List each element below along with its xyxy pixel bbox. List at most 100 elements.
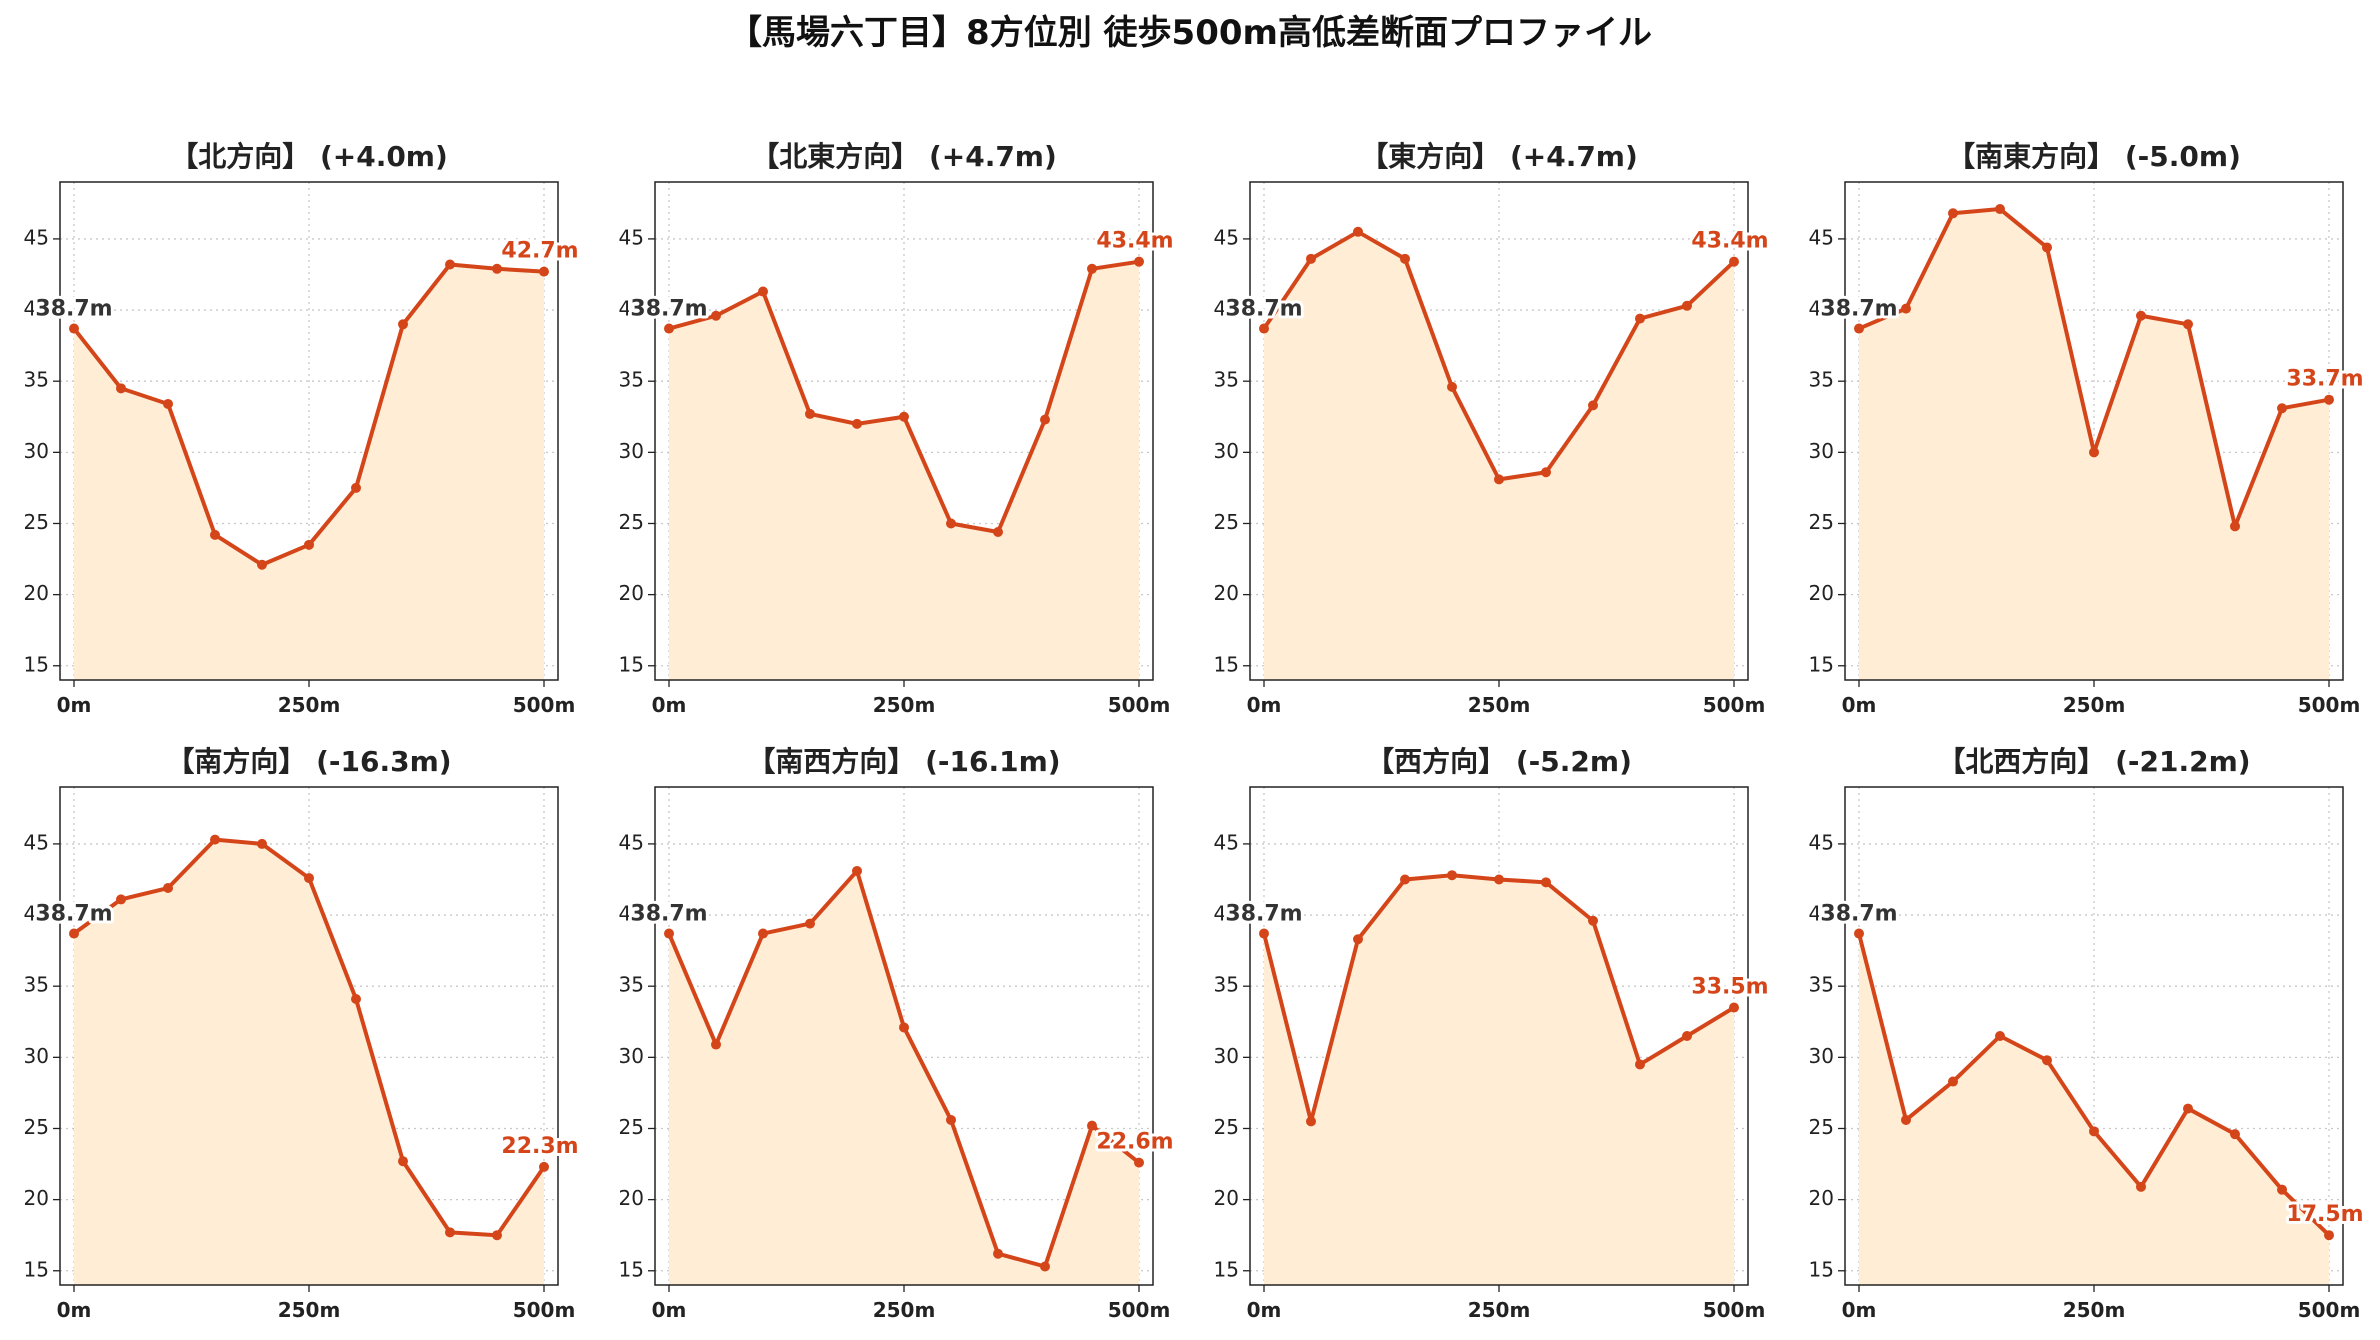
- data-point: [1948, 208, 1958, 219]
- data-point: [993, 527, 1003, 538]
- y-tick-label: 25: [619, 1115, 644, 1139]
- subplot-title: 【北東方向】 (+4.7m): [751, 140, 1057, 173]
- data-point: [852, 418, 862, 429]
- y-tick-label: 40: [619, 902, 644, 926]
- x-tick-label: 500m: [1108, 693, 1171, 717]
- data-point: [1729, 1002, 1739, 1013]
- data-point: [2230, 521, 2240, 532]
- start-value-label: 38.7m: [1820, 902, 1897, 927]
- data-point: [711, 1039, 721, 1050]
- data-point: [2089, 1126, 2099, 1137]
- data-point: [899, 1022, 909, 1033]
- elevation-area: [1264, 875, 1734, 1285]
- subplot-1: 【北方向】 (+4.0m) 15 20 25 30 35 40 45 0m 250m 500m 38.…: [24, 140, 582, 717]
- y-tick-label: 40: [619, 297, 644, 321]
- y-tick-label: 15: [24, 1257, 49, 1281]
- y-tick-label: 20: [1214, 581, 1239, 605]
- data-point: [1400, 253, 1410, 264]
- y-tick-label: 15: [619, 652, 644, 676]
- x-tick-label: 500m: [1108, 1298, 1171, 1322]
- data-point: [1400, 874, 1410, 885]
- y-tick-label: 30: [24, 1044, 49, 1068]
- data-point: [445, 259, 455, 270]
- y-tick-label: 40: [1214, 902, 1239, 926]
- data-point: [2042, 1055, 2052, 1066]
- x-tick-label: 0m: [652, 693, 687, 717]
- data-point: [1134, 256, 1144, 267]
- y-tick-label: 35: [619, 973, 644, 997]
- x-tick-label: 250m: [1468, 1298, 1531, 1322]
- data-point: [711, 310, 721, 321]
- data-point: [2183, 319, 2193, 330]
- x-tick-label: 500m: [1703, 1298, 1766, 1322]
- data-point: [116, 383, 126, 394]
- data-point: [1447, 381, 1457, 392]
- y-tick-label: 15: [619, 1257, 644, 1281]
- y-tick-label: 15: [1809, 1257, 1834, 1281]
- x-tick-label: 250m: [873, 693, 936, 717]
- data-point: [1259, 323, 1269, 334]
- data-point: [210, 529, 220, 540]
- data-point: [492, 263, 502, 274]
- data-point: [539, 266, 549, 277]
- y-tick-label: 35: [1214, 973, 1239, 997]
- data-point: [351, 994, 361, 1005]
- y-tick-label: 20: [1809, 1186, 1834, 1210]
- data-point: [1854, 928, 1864, 939]
- data-point: [899, 411, 909, 422]
- data-point: [304, 873, 314, 884]
- x-tick-label: 0m: [1842, 1298, 1877, 1322]
- end-value-label: 22.6m: [1096, 1130, 1173, 1155]
- y-tick-label: 35: [1809, 973, 1834, 997]
- data-point: [163, 883, 173, 894]
- data-point: [1729, 256, 1739, 267]
- data-point: [1948, 1076, 1958, 1087]
- data-point: [1306, 253, 1316, 264]
- x-tick-label: 250m: [278, 1298, 341, 1322]
- x-tick-label: 500m: [1703, 693, 1766, 717]
- data-point: [2324, 1230, 2334, 1241]
- data-point: [1040, 1261, 1050, 1272]
- data-point: [758, 928, 768, 939]
- y-tick-label: 30: [1214, 439, 1239, 463]
- y-tick-label: 45: [1214, 225, 1239, 249]
- x-tick-label: 500m: [513, 693, 576, 717]
- data-point: [398, 1156, 408, 1167]
- elevation-area: [74, 839, 544, 1285]
- x-tick-label: 250m: [2063, 693, 2126, 717]
- data-point: [1588, 400, 1598, 411]
- x-tick-label: 250m: [278, 693, 341, 717]
- y-tick-label: 25: [1214, 1115, 1239, 1139]
- start-value-label: 38.7m: [630, 902, 707, 927]
- end-value-label: 42.7m: [501, 239, 578, 264]
- start-value-label: 38.7m: [35, 297, 112, 322]
- x-tick-label: 500m: [513, 1298, 576, 1322]
- data-point: [946, 518, 956, 529]
- data-point: [2183, 1103, 2193, 1114]
- y-tick-label: 35: [1214, 368, 1239, 392]
- data-point: [1682, 300, 1692, 311]
- y-tick-label: 45: [619, 830, 644, 854]
- end-value-label: 33.5m: [1691, 975, 1768, 1000]
- x-tick-label: 500m: [2298, 693, 2361, 717]
- data-point: [398, 319, 408, 330]
- x-tick-label: 0m: [57, 693, 92, 717]
- y-tick-label: 35: [24, 973, 49, 997]
- y-tick-label: 45: [1809, 225, 1834, 249]
- elevation-area: [1264, 231, 1734, 681]
- data-point: [1901, 1114, 1911, 1125]
- y-tick-label: 20: [24, 581, 49, 605]
- subplot-title: 【南西方向】 (-16.1m): [747, 745, 1060, 778]
- start-value-label: 38.7m: [630, 297, 707, 322]
- subplot-8: 【北西方向】 (-21.2m) 15 20 25 30 35 40 45 0m 250m 500m 3…: [1809, 745, 2367, 1322]
- data-point: [1635, 313, 1645, 324]
- x-tick-label: 250m: [2063, 1298, 2126, 1322]
- data-point: [257, 838, 267, 849]
- data-point: [1494, 874, 1504, 885]
- data-point: [1447, 870, 1457, 881]
- y-tick-label: 25: [1214, 510, 1239, 534]
- y-tick-label: 30: [1809, 439, 1834, 463]
- y-tick-label: 45: [1214, 830, 1239, 854]
- elevation-area: [1859, 209, 2329, 680]
- y-tick-label: 25: [24, 1115, 49, 1139]
